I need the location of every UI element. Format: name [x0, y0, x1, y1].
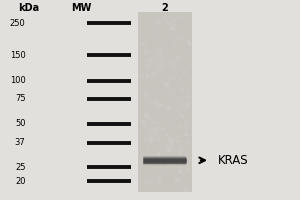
Text: 37: 37: [15, 138, 26, 147]
Text: 150: 150: [10, 51, 26, 60]
Text: 50: 50: [15, 119, 26, 128]
Text: 100: 100: [10, 76, 26, 85]
Text: 2: 2: [162, 3, 168, 13]
Text: kDa: kDa: [18, 3, 39, 13]
Text: MW: MW: [71, 3, 91, 13]
Text: 20: 20: [15, 177, 26, 186]
FancyBboxPatch shape: [138, 12, 192, 192]
Text: 25: 25: [15, 163, 26, 172]
Text: KRAS: KRAS: [218, 154, 248, 167]
Text: 250: 250: [10, 19, 26, 28]
Text: 75: 75: [15, 94, 26, 103]
